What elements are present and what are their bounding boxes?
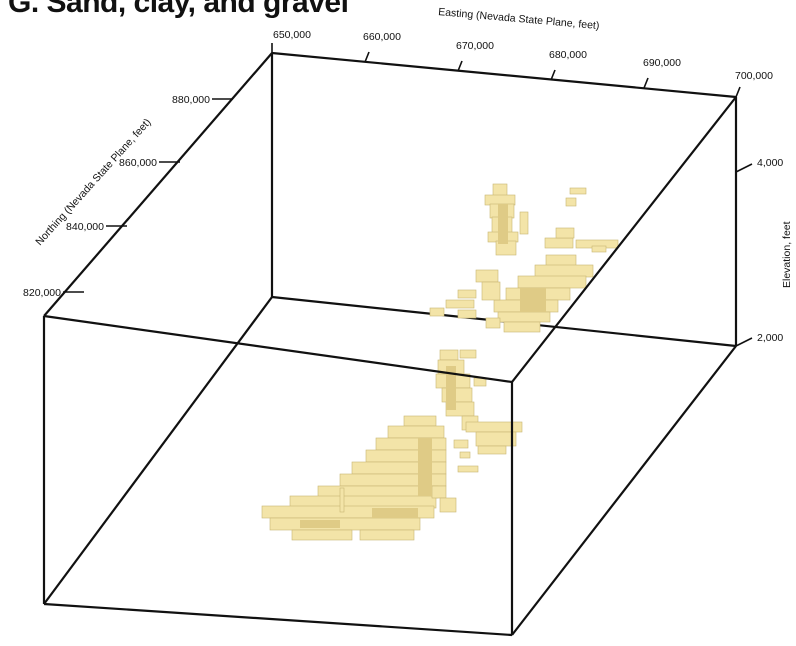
body-block <box>453 439 469 449</box>
body-block <box>534 264 594 278</box>
body-block <box>517 275 587 289</box>
body-block <box>439 349 459 361</box>
elevation-axis-title: Elevation, feet <box>781 221 793 288</box>
northing-tick-label: 840,000 <box>66 221 104 233</box>
box-edge-floor-right <box>511 345 737 636</box>
body-block <box>403 415 437 427</box>
elevation-tick-label: 2,000 <box>757 332 783 344</box>
body-block <box>473 377 487 387</box>
easting-tick-label: 700,000 <box>735 70 773 82</box>
easting-tick <box>550 69 556 81</box>
body-block <box>477 445 507 455</box>
body-block <box>569 187 587 195</box>
body-block <box>475 431 517 447</box>
northing-tick-label: 820,000 <box>23 287 61 299</box>
easting-tick-label: 650,000 <box>273 29 311 41</box>
body-block <box>591 245 607 253</box>
box-front-edges <box>42 52 738 637</box>
elevation-tick <box>735 163 753 173</box>
body-block <box>565 197 577 207</box>
body-block <box>445 299 475 309</box>
box-edge-top-front <box>43 314 513 384</box>
figure-title: G. Sand, clay, and gravel <box>8 0 349 19</box>
easting-axis-title: Easting (Nevada State Plane, feet) <box>438 6 600 32</box>
box-edge-top-right <box>511 96 737 383</box>
easting-tick <box>643 77 649 89</box>
easting-tick <box>364 51 370 63</box>
body-block <box>485 317 501 329</box>
body-block <box>457 309 477 319</box>
easting-tick-label: 670,000 <box>456 40 494 52</box>
body-block <box>387 425 445 439</box>
northing-axis: 880,000 860,000 840,000 820,000 Northing… <box>23 94 233 299</box>
body-block <box>439 497 457 513</box>
body-block <box>457 289 477 299</box>
body-block <box>459 349 477 359</box>
northing-tick-label: 860,000 <box>119 157 157 169</box>
easting-tick-label: 680,000 <box>549 49 587 61</box>
easting-tick-label: 660,000 <box>363 31 401 43</box>
body-block <box>497 311 551 323</box>
easting-tick <box>735 86 741 98</box>
body-block <box>484 194 516 206</box>
northing-tick-label: 880,000 <box>172 94 210 106</box>
body-block <box>359 529 415 541</box>
box-edge-floor-left <box>43 296 273 605</box>
body-shadow <box>418 438 432 496</box>
body-block <box>544 237 574 249</box>
box-edge-top-back <box>271 51 737 99</box>
body-block <box>375 437 447 451</box>
body-block <box>269 517 421 531</box>
elevation-tick-label: 4,000 <box>757 157 783 169</box>
body-block <box>291 529 353 541</box>
body-block <box>481 281 501 301</box>
body-block <box>431 485 447 499</box>
elevation-tick <box>735 337 753 347</box>
body-shadow <box>520 288 546 312</box>
body-block <box>365 449 447 463</box>
body-block <box>475 269 499 283</box>
body-block <box>457 465 479 473</box>
body-block <box>465 421 523 433</box>
body-block <box>503 321 541 333</box>
body-block <box>555 227 575 239</box>
body-shadow <box>446 366 456 410</box>
body-shadow <box>498 204 508 244</box>
body-shadow <box>300 520 340 528</box>
body-block <box>519 211 529 235</box>
sand-clay-gravel-bodies <box>261 183 619 541</box>
easting-tick-label: 690,000 <box>643 57 681 69</box>
body-block <box>459 451 471 459</box>
body-shadow <box>372 508 418 518</box>
elevation-axis: 4,000 2,000 Elevation, feet <box>735 157 793 347</box>
body-block <box>339 487 345 513</box>
easting-tick <box>457 60 463 72</box>
box-edge-top-left <box>43 52 273 317</box>
body-block <box>492 183 508 197</box>
body-block <box>429 307 445 317</box>
box-edge-floor-front <box>43 602 513 637</box>
